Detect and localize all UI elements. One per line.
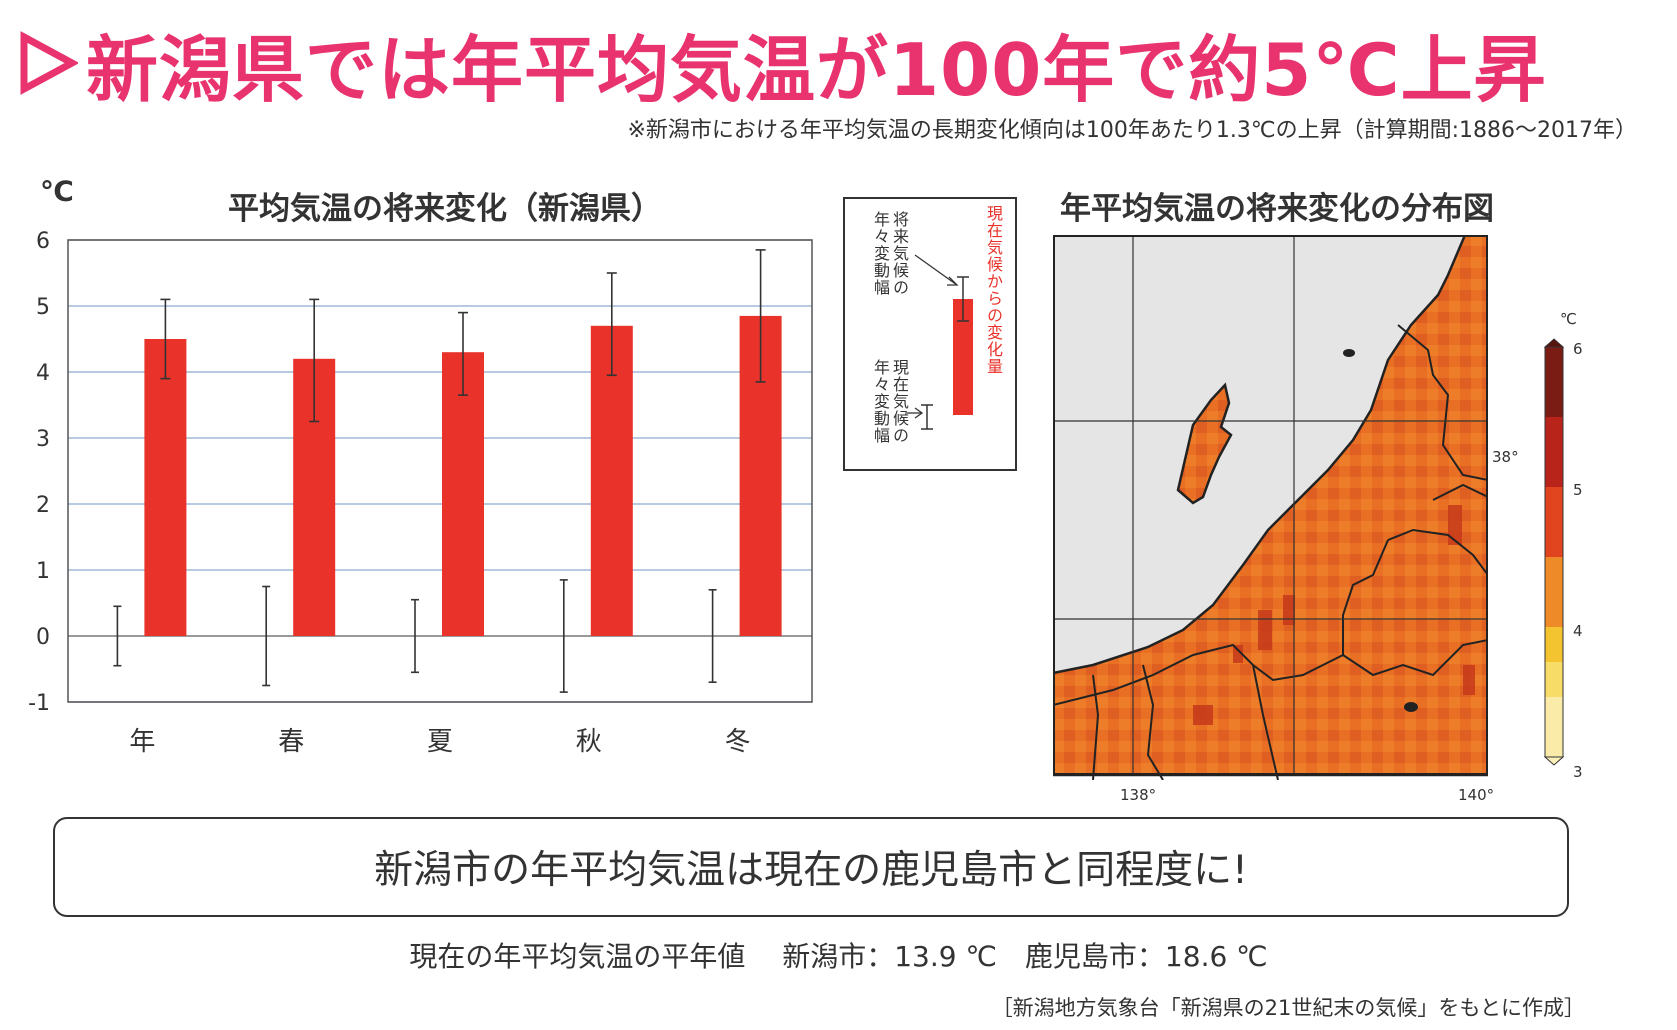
map-title: 年平均気温の将来変化の分布図 [1060,191,1494,227]
colorbar-tick-4: 4 [1573,622,1583,640]
callout-text: 新潟市の年平均気温は現在の鹿児島市と同程度に! [374,848,1248,893]
y-tick-label: 5 [36,295,50,320]
play-triangle-icon [20,31,78,95]
y-tick-label: -1 [28,691,50,716]
prefecture-borders [1053,324,1488,780]
bar-chart: 6 5 4 3 2 1 0 -1 年 春 夏 秋 冬 [28,230,813,757]
warm-patches [1193,505,1475,725]
colorbar-tick-5: 5 [1573,481,1583,499]
bar [144,339,187,636]
legend-change-label: 現在気候からの変化量 [984,205,1003,375]
legend-future-label: 将来気候の年々変動幅 [871,211,909,296]
headline-text: 新潟県では年平均気温が100年で約5℃上昇 [86,27,1547,112]
legend-present-label: 現在気候の年々変動幅 [871,359,909,444]
x-tick-label: 春 [278,727,304,757]
x-tick-label: 年 [129,727,155,757]
trend-note: ※新潟市における年平均気温の長期変化傾向は100年あたり1.3℃の上昇（計算期間… [627,118,1637,143]
colorbar-tick-3: 3 [1573,763,1583,781]
bar [442,352,484,636]
land-area [1053,235,1488,777]
headline: 新潟県では年平均気温が100年で約5℃上昇 [18,18,1547,112]
x-tick-label: 夏 [427,727,453,757]
sado-island [1176,382,1233,505]
x-tick-label: 秋 [576,727,602,757]
y-tick-label: 4 [36,361,50,386]
current-values: 現在の年平均気温の平年値 新潟市：13.9 ℃ 鹿児島市：18.6 ℃ [409,940,1268,973]
temperature-map [1053,235,1488,780]
y-tick-label: 3 [36,427,50,452]
bar-chart-title: 平均気温の将来変化（新潟県） [228,191,662,227]
plot-frame [67,239,813,703]
legend-change-bar [953,299,973,415]
map-lon-label-138: 138° [1120,786,1157,804]
y-tick-label: 2 [36,493,50,518]
legend-box: 現在気候からの変化量 将来気候の年々変動幅 現在気候の年々変動幅 [843,197,1017,471]
source-note: ［新潟地方気象台「新潟県の21世紀末の気候」をもとに作成］ [991,996,1585,1020]
x-tick-label: 冬 [725,727,751,757]
callout-box: 新潟市の年平均気温は現在の鹿児島市と同程度に! [53,817,1569,917]
colorbar-tick-6: 6 [1573,340,1583,358]
bar [590,325,633,636]
map-lon-label-140: 140° [1458,786,1495,804]
map-grid [1053,235,1488,775]
legend-diagram [907,254,973,430]
y-tick-label: 0 [36,625,50,650]
y-tick-label: 6 [36,230,50,254]
map-lat-label-38: 38° [1492,448,1519,466]
bar-chart-unit: ℃ [40,175,74,208]
colorbar [1543,338,1565,766]
y-tick-label: 1 [36,559,50,584]
colorbar-unit: ℃ [1560,310,1577,328]
